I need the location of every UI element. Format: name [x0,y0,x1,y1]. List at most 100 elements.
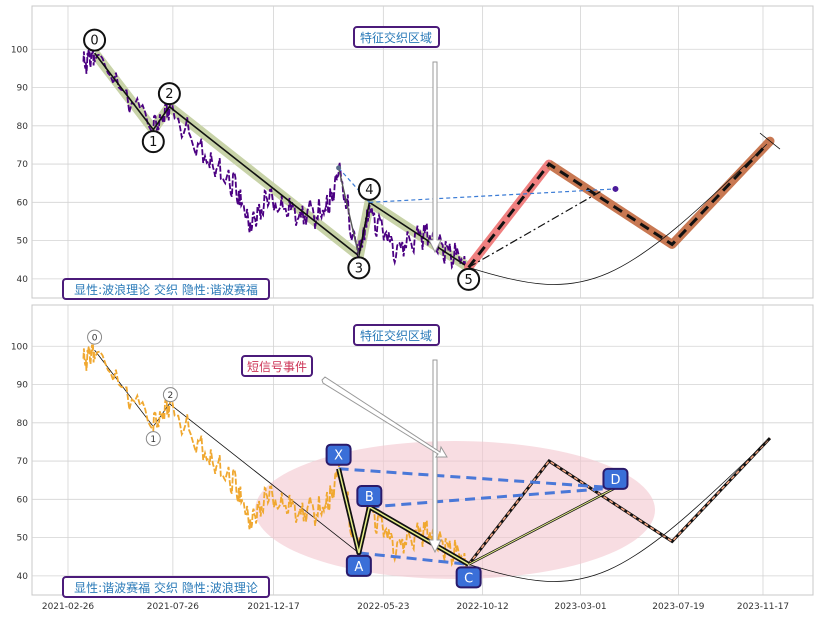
bottom-harmonic-node-label: X [334,449,343,464]
top-peak-dot [336,165,342,171]
top-dashdot-line [468,190,602,268]
bottom-y-ticks: 40 50 60 70 80 90 100 [11,342,28,582]
y-tick-label: 100 [11,342,28,352]
x-tick-label: 2022-05-23 [357,602,409,612]
bottom-zone-label-box [353,324,440,346]
y-tick-label: 50 [17,237,29,247]
top-end-tick [759,132,781,150]
top-zone-label-box [353,26,440,48]
bottom-zone-annotation: 特征交织区域 [353,324,440,346]
top-projection-arc [468,140,771,285]
bottom-harmonic-cd [468,487,616,565]
top-blue-dash-2 [369,188,616,203]
top-projection-band-rest [546,138,774,249]
bottom-series [82,343,772,582]
top-overlay: 0 1 2 3 4 5 [83,28,781,291]
top-wave-point-circle [457,267,481,291]
bottom-signal-label: 短信号事件 [247,360,307,374]
bottom-harmonic-node-box [356,484,383,507]
top-plot-frame [31,5,814,299]
bottom-wave-point-circle [145,431,161,447]
y-tick-label: 80 [17,122,29,132]
y-tick-label: 40 [17,572,29,582]
bottom-wave-point-circle [162,387,178,403]
bottom-harmonic-node-box [602,467,629,490]
bottom-legend-box [62,576,270,598]
y-tick-label: 60 [17,198,29,208]
bottom-signal-arrow [321,376,448,458]
top-legend-annotation: 显性:波浪理论 交织 隐性:谐波赛福 [62,278,270,300]
bottom-zone-label: 特征交织区域 [360,328,432,343]
top-zone-label: 特征交织区域 [360,30,432,45]
top-wave-point-circle [83,28,107,52]
top-price-series [82,46,470,282]
y-tick-label: 50 [17,534,29,544]
top-zone-arrow [428,61,442,254]
top-y-ticks: 40 50 60 70 80 90 100 [11,45,28,285]
bottom-harmonic-node-label: C [464,571,473,586]
x-tick-label: 2021-12-17 [247,602,299,612]
bottom-harmonic-node-box [345,554,372,577]
top-wave-point-label: 0 [90,34,98,49]
x-tick-label: 2023-03-01 [554,602,606,612]
bottom-harmonic-node-label: D [610,473,620,488]
x-axis-ticks: 2021-02-26 2021-07-26 2021-12-17 2022-05-23… [42,602,789,612]
y-tick-label: 100 [11,45,28,55]
bottom-harmonic-node-box [325,443,352,466]
bottom-legend-label: 显性:谐波赛福 交织 隐性:波浪理论 [74,580,258,595]
top-legend-label: 显性:波浪理论 交织 隐性:谐波赛福 [74,282,258,297]
bottom-wave-point-label: 2 [168,391,174,401]
top-wave-point-circle [347,256,371,280]
top-wave-point-label: 1 [149,135,157,150]
top-wave-point-circle [157,82,181,106]
bottom-wave-point-circle [87,329,103,345]
top-wave-point-label: 4 [365,183,373,198]
bottom-signal-annotation: 短信号事件 [241,355,313,377]
x-tick-label: 2023-11-17 [737,602,789,612]
top-projection-dash [467,140,772,269]
bottom-panel: 40 50 60 70 80 90 100 0 1 2 X A B C D 特征交织区域 短信号事件 显性… [11,304,814,598]
top-wave-line [93,52,470,269]
top-series [82,46,774,285]
bottom-price-series [82,343,470,579]
top-wave-point-label: 2 [165,87,173,102]
top-grid [32,6,813,298]
x-tick-label: 2021-07-26 [147,602,200,612]
top-wave-point-label: 3 [355,261,363,276]
top-target-dot [612,185,619,192]
y-tick-label: 90 [17,84,29,94]
bottom-wave-point-label: 1 [150,435,156,445]
y-tick-label: 60 [17,495,29,505]
bottom-zone-arrow [428,359,442,554]
bottom-projection-arc [468,437,771,582]
bottom-plot-frame [31,304,814,596]
top-wave-point-label: 5 [464,273,472,288]
top-wave-point-circle [357,177,381,201]
y-tick-label: 70 [17,160,29,170]
bottom-harmonic-dash [358,551,469,566]
y-tick-label: 40 [17,275,29,285]
y-tick-label: 80 [17,419,29,429]
bottom-signal-label-box [241,355,313,377]
bottom-overlay: 0 1 2 X A B C D [87,329,629,589]
bottom-harmonic-dash [338,467,616,490]
top-zone-annotation: 特征交织区域 [353,26,440,48]
top-legend-box [62,278,270,300]
bottom-wave-point-label: 0 [92,334,98,344]
bottom-harmonic-node-box [455,566,482,589]
top-wave-point-circle [141,130,165,154]
bottom-harmonic-node-label: B [365,490,374,505]
x-tick-label: 2021-02-26 [42,602,95,612]
x-tick-label: 2023-07-19 [652,602,705,612]
top-wave-band [90,50,472,272]
y-tick-label: 70 [17,457,29,467]
y-tick-label: 90 [17,381,29,391]
bottom-harmonic-dash [369,486,616,509]
x-tick-label: 2022-10-12 [456,602,508,612]
bottom-harmonic-highlight [337,468,470,566]
bottom-projection-dash [468,437,771,565]
top-panel: 40 50 60 70 80 90 100 0 1 2 3 4 5 特征交织区域 显性:波浪理论 交织… [11,5,814,300]
bottom-legend-annotation: 显性:谐波赛福 交织 隐性:波浪理论 [62,576,270,598]
